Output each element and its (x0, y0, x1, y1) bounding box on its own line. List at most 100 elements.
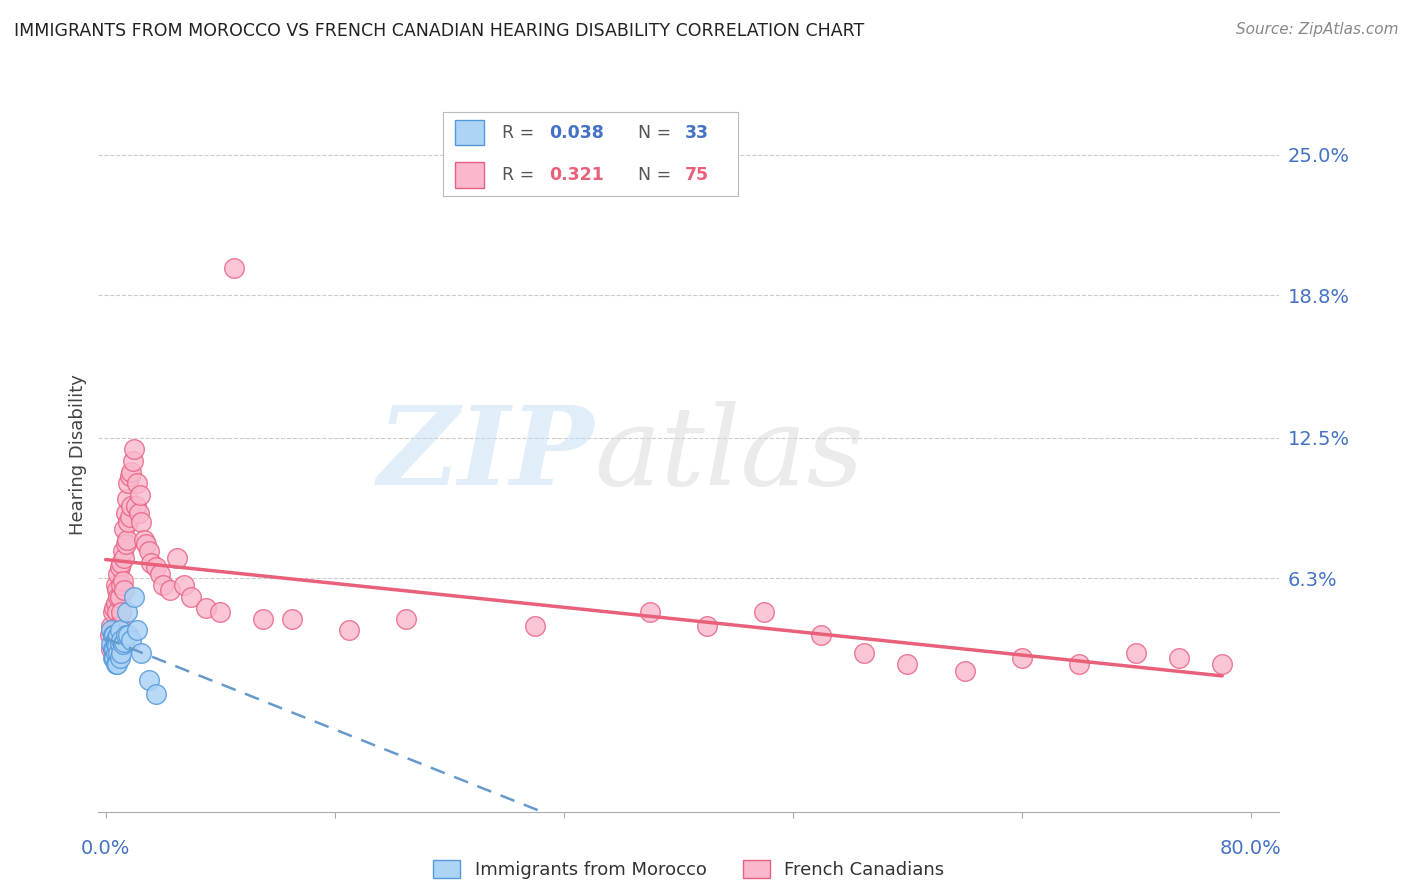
Point (125, 476, 148, 491)
Point (118, 469, 141, 483)
Point (395, 612, 418, 626)
Point (131, 646, 153, 660)
Point (853, 646, 876, 660)
Point (103, 641, 125, 656)
Point (104, 646, 127, 660)
Point (166, 551, 188, 566)
Point (120, 465, 142, 479)
Text: IMMIGRANTS FROM MOROCCO VS FRENCH CANADIAN HEARING DISABILITY CORRELATION CHART: IMMIGRANTS FROM MOROCCO VS FRENCH CANADI… (14, 22, 865, 40)
Point (100, 619, 122, 633)
Point (224, 260, 246, 275)
Point (104, 596, 127, 610)
Point (111, 637, 134, 651)
Point (103, 650, 125, 665)
Point (110, 606, 132, 620)
Point (135, 537, 157, 551)
Point (103, 600, 125, 615)
Point (752, 606, 775, 620)
Point (104, 624, 127, 638)
Text: 0.321: 0.321 (550, 166, 605, 184)
Point (118, 510, 141, 524)
Point (129, 487, 152, 501)
Legend: Immigrants from Morocco, French Canadians: Immigrants from Morocco, French Canadian… (425, 851, 953, 888)
Point (337, 624, 360, 638)
Text: ZIP: ZIP (378, 401, 595, 508)
Point (280, 612, 302, 626)
Point (103, 624, 125, 638)
Text: 80.0%: 80.0% (1220, 838, 1282, 858)
Point (108, 637, 131, 651)
Point (124, 499, 146, 513)
FancyBboxPatch shape (454, 162, 484, 188)
Point (101, 650, 124, 665)
Point (120, 499, 142, 513)
Point (122, 442, 145, 457)
Point (638, 606, 661, 620)
Text: 75: 75 (685, 166, 709, 184)
Point (141, 556, 163, 570)
Point (105, 657, 128, 672)
Point (117, 628, 139, 642)
Point (810, 628, 832, 642)
Point (108, 560, 131, 574)
Point (98, 628, 121, 642)
Point (131, 515, 153, 529)
Point (1168, 650, 1191, 665)
Point (105, 628, 128, 642)
Point (896, 657, 918, 672)
Point (110, 556, 132, 570)
Point (107, 646, 129, 660)
Point (103, 628, 125, 642)
Point (209, 606, 232, 620)
Text: 0.0%: 0.0% (82, 838, 131, 858)
Point (120, 632, 142, 647)
Point (117, 515, 139, 529)
Point (104, 637, 127, 651)
Point (104, 632, 127, 647)
Point (112, 551, 135, 566)
Point (100, 637, 122, 651)
Point (101, 641, 124, 656)
Point (107, 619, 129, 633)
Point (1125, 646, 1147, 660)
Point (1211, 657, 1233, 672)
Point (145, 560, 167, 574)
Point (110, 578, 132, 592)
Point (114, 537, 136, 551)
Point (107, 566, 129, 581)
Point (108, 650, 131, 665)
Point (159, 582, 181, 597)
Point (111, 544, 134, 558)
Point (108, 624, 131, 638)
Point (125, 624, 148, 638)
Point (180, 590, 202, 604)
Point (101, 628, 124, 642)
Text: R =: R = (502, 124, 546, 142)
Point (121, 453, 143, 467)
Point (105, 630, 128, 644)
Point (128, 506, 150, 520)
Point (111, 574, 134, 588)
Point (101, 606, 124, 620)
Point (953, 665, 976, 679)
Point (112, 582, 135, 597)
Text: 0.038: 0.038 (550, 124, 605, 142)
Text: N =: N = (638, 166, 676, 184)
Point (114, 628, 136, 642)
Text: Source: ZipAtlas.com: Source: ZipAtlas.com (1236, 22, 1399, 37)
Point (173, 578, 195, 592)
Point (138, 544, 160, 558)
Point (145, 687, 167, 701)
Point (104, 657, 127, 672)
Point (134, 533, 156, 547)
FancyBboxPatch shape (454, 120, 484, 145)
Point (194, 600, 217, 615)
Point (252, 612, 274, 626)
Point (115, 492, 138, 507)
Point (1011, 650, 1033, 665)
Point (114, 506, 136, 520)
Point (110, 646, 132, 660)
Point (112, 635, 135, 649)
Y-axis label: Hearing Disability: Hearing Disability (69, 375, 87, 535)
Point (107, 590, 129, 604)
